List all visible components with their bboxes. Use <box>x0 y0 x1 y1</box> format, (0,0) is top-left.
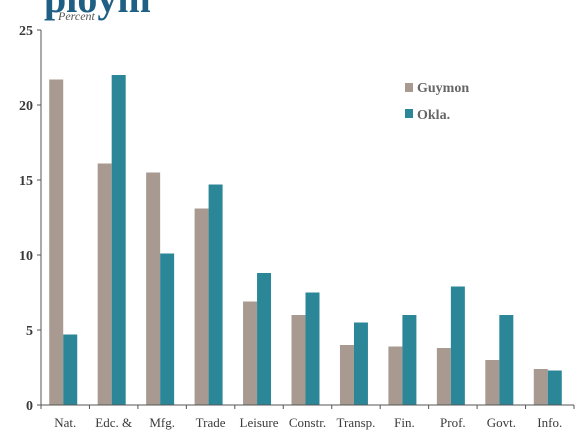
x-tick-label: Info. <box>537 415 562 430</box>
bar-guymon <box>436 348 451 405</box>
legend-swatch-guymon <box>405 83 413 92</box>
x-tick-label: Edc. & <box>95 415 132 430</box>
bar-guymon <box>243 301 258 405</box>
y-tick-label: 0 <box>26 399 33 414</box>
bar-guymon <box>194 208 209 405</box>
bar-guymon <box>97 163 112 405</box>
bar-okla <box>402 315 417 405</box>
bar-okla <box>160 253 175 405</box>
chart-title-fragment: ploym <box>44 0 151 21</box>
x-tick-label: Trade <box>196 415 226 430</box>
y-tick-label: 15 <box>19 174 33 189</box>
bar-okla <box>111 75 126 405</box>
bar-guymon <box>388 346 403 405</box>
x-tick-label: Transp. <box>337 415 376 430</box>
x-tick-label: Leisure <box>240 415 279 430</box>
bar-okla <box>63 334 78 405</box>
legend-label-okla: Okla. <box>417 108 450 123</box>
x-tick-label: Prof. <box>440 415 466 430</box>
bar-okla <box>499 315 514 405</box>
bar-guymon <box>339 345 354 405</box>
y-tick-label: 20 <box>19 99 33 114</box>
bar-guymon <box>291 315 306 405</box>
y-tick-label: 10 <box>19 249 33 264</box>
x-tick-label: Nat. <box>54 415 76 430</box>
bar-guymon <box>49 79 64 405</box>
y-axis: 0 5 10 15 20 25 <box>19 24 41 414</box>
x-tick-label: Mfg. <box>149 415 175 430</box>
y-tick-label: 5 <box>26 324 33 339</box>
x-tick-label: Fin. <box>394 415 415 430</box>
bar-okla <box>547 370 562 405</box>
y-tick-label: 25 <box>19 24 33 39</box>
legend-label-guymon: Guymon <box>417 81 469 96</box>
bar-okla <box>450 286 465 405</box>
bar-guymon <box>485 360 500 405</box>
bar-okla <box>353 322 368 405</box>
legend-swatch-okla <box>405 109 413 118</box>
x-axis: Nat. Edc. & Mfg. Trade Leisure Constr. Transp.… <box>40 405 575 430</box>
bar-guymon <box>533 369 548 405</box>
bar-series <box>49 75 562 405</box>
legend: Guymon Okla. <box>405 81 469 123</box>
bar-guymon <box>146 172 161 405</box>
bar-okla <box>208 184 223 405</box>
x-tick-label: Govt. <box>487 415 516 430</box>
x-tick-label: Constr. <box>289 415 326 430</box>
bar-okla <box>257 273 272 405</box>
bar-okla <box>305 292 320 405</box>
y-axis-unit-label: Percent <box>57 9 96 23</box>
